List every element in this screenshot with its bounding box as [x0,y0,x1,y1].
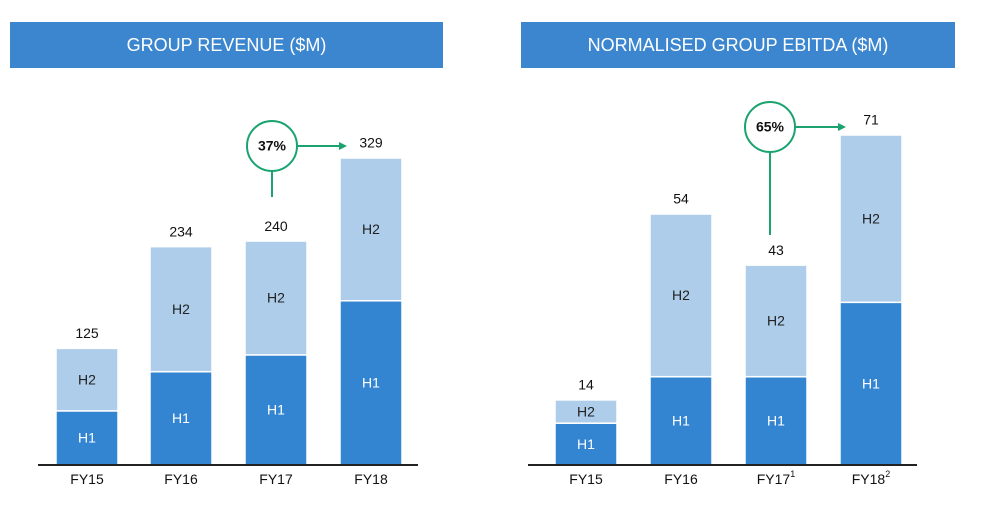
category: FY18 [852,471,886,487]
segment-label: H1 [862,375,880,391]
bar-segment [55,410,119,466]
annotation-label: 37% [258,138,287,154]
bar-segment [244,240,308,356]
bar-segment [339,157,403,302]
x-tick-label: FY17 [259,471,293,487]
segment-label: H2 [78,371,96,387]
total-label: 234 [169,223,193,239]
category: FY16 [164,471,198,487]
total-label: 125 [75,325,99,341]
bar-segment [744,264,808,378]
segment-label: H2 [362,221,380,237]
arrow-head [838,123,846,131]
segment-label: H1 [172,410,190,426]
segment-label: H1 [267,402,285,418]
segment-label: H1 [577,436,595,452]
x-tick-label: FY16 [164,471,198,487]
chart-title: GROUP REVENUE ($M) [127,35,327,55]
x-tick-label: FY15 [569,471,603,487]
footnote-mark: 2 [885,469,890,479]
category: FY17 [757,471,791,487]
bar-segment [649,213,713,378]
bar-segment [149,245,213,373]
segment-label: H1 [78,430,96,446]
arrow-head [339,142,347,150]
footnote-mark: 1 [790,469,795,479]
total-label: 329 [359,135,383,151]
segment-label: H2 [672,287,690,303]
x-tick-label: FY182 [852,469,890,486]
header-bar [10,22,443,68]
bar-segment [649,375,713,466]
segment-label: H2 [577,403,595,419]
x-tick-label: FY15 [70,471,104,487]
bar-segment [554,399,618,424]
total-label: 54 [673,191,689,207]
segment-label: H1 [672,413,690,429]
annotation-label: 65% [756,119,785,135]
bar-segment [339,300,403,466]
segment-label: H2 [767,313,785,329]
total-label: 14 [578,377,594,393]
total-label: 240 [264,218,288,234]
segment-label: H1 [767,413,785,429]
bar-segment [744,375,808,466]
segment-label: H2 [267,290,285,306]
x-tick-label: FY171 [757,469,795,486]
segment-label: H2 [172,301,190,317]
category: FY15 [70,471,104,487]
x-tick-label: FY16 [664,471,698,487]
header-bar [521,22,955,68]
category: FY17 [259,471,293,487]
category: FY16 [664,471,698,487]
bar-segment [839,134,903,304]
annotation-circle [744,101,796,153]
chart-title: NORMALISED GROUP EBITDA ($M) [588,35,889,55]
segment-label: H1 [362,375,380,391]
category: FY18 [354,471,388,487]
bar-segment [149,370,213,466]
bar-segment [55,347,119,412]
total-label: 71 [863,112,879,128]
category: FY15 [569,471,603,487]
x-tick-label: FY18 [354,471,388,487]
annotation-circle [246,120,298,172]
total-label: 43 [768,242,784,258]
bar-segment [839,301,903,466]
segment-label: H2 [862,210,880,226]
